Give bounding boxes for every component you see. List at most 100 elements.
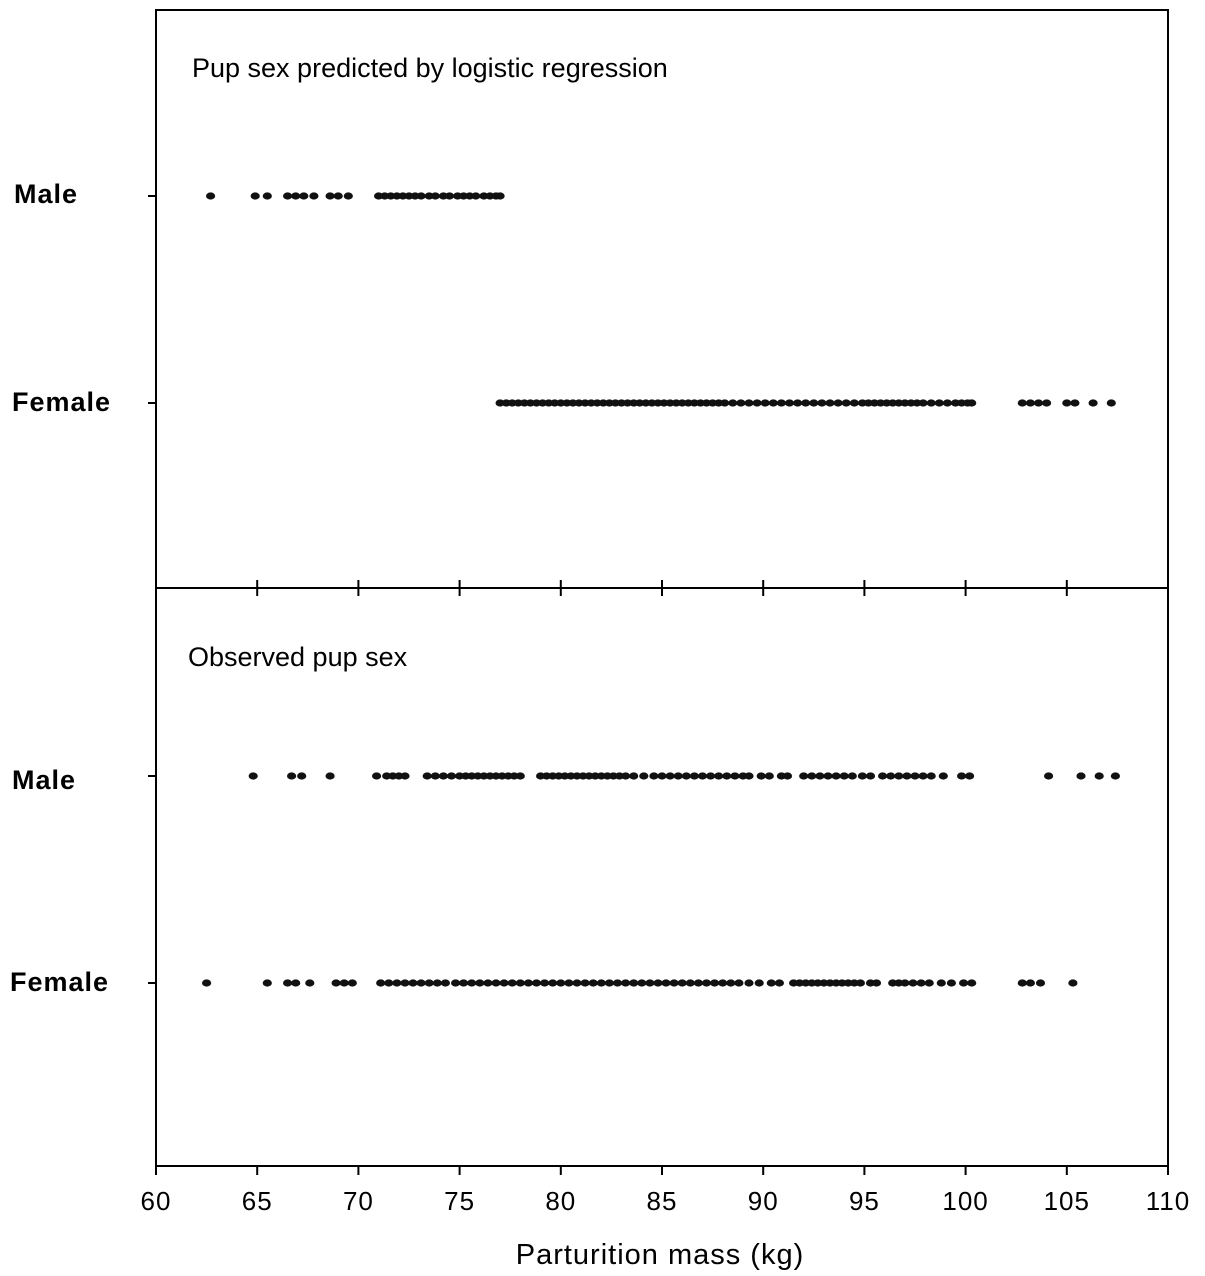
x-tick-label-100: 100 (942, 1186, 988, 1216)
point-panel2-male-76 (965, 772, 975, 780)
point-panel2-female-33 (580, 979, 590, 987)
point-panel2-male-49 (714, 772, 724, 780)
point-panel2-male-44 (673, 772, 683, 780)
point-panel1-male-6 (309, 192, 319, 200)
point-panel2-male-1 (287, 772, 297, 780)
point-panel2-male-65 (857, 772, 868, 780)
point-panel2-male-60 (815, 772, 825, 780)
point-panel2-male-58 (799, 772, 809, 780)
point-panel2-male-71 (910, 772, 920, 780)
point-panel1-female-67 (942, 399, 953, 407)
point-panel2-female-2 (283, 979, 293, 987)
point-panel1-female-52 (841, 399, 851, 407)
x-tick-label-80: 80 (545, 1186, 576, 1216)
point-panel2-female-18 (459, 979, 469, 987)
point-panel1-male-29 (495, 192, 505, 200)
point-panel2-female-11 (400, 979, 410, 987)
point-panel2-male-41 (649, 772, 659, 780)
point-panel2-female-48 (701, 979, 712, 987)
point-panel2-male-47 (697, 772, 708, 780)
point-panel2-male-0 (248, 772, 258, 780)
bottom-male-label: Male (12, 765, 76, 795)
point-panel1-female-76 (1062, 399, 1072, 407)
point-panel2-male-9 (422, 772, 432, 780)
point-panel2-female-34 (588, 979, 598, 987)
point-panel1-female-37 (720, 399, 730, 407)
point-panel1-female-42 (760, 399, 770, 407)
x-tick-label-90: 90 (748, 1186, 779, 1216)
point-panel1-female-73 (1025, 399, 1035, 407)
point-panel2-female-31 (564, 979, 574, 987)
point-panel2-female-37 (612, 979, 623, 987)
point-panel2-female-41 (645, 979, 655, 987)
point-panel2-female-45 (677, 979, 687, 987)
point-panel2-male-74 (938, 772, 948, 780)
point-panel2-female-77 (936, 979, 946, 987)
point-panel2-male-10 (430, 772, 440, 780)
point-panel2-female-21 (483, 979, 493, 987)
point-panel2-male-2 (297, 772, 307, 780)
top-panel-title: Pup sex predicted by logistic regression (192, 53, 668, 83)
point-panel2-female-4 (305, 979, 315, 987)
point-panel2-male-68 (886, 772, 896, 780)
point-panel2-female-5 (331, 979, 341, 987)
point-panel1-male-7 (325, 192, 335, 200)
point-panel2-female-47 (693, 979, 704, 987)
point-panel1-male-0 (206, 192, 216, 200)
point-panel2-female-80 (967, 979, 977, 987)
point-panel2-female-9 (384, 979, 394, 987)
point-panel1-female-65 (926, 399, 936, 407)
point-panel2-male-23 (515, 772, 525, 780)
point-panel2-female-14 (424, 979, 434, 987)
bottom-female-label: Female (10, 967, 109, 997)
point-panel2-male-75 (957, 772, 967, 780)
point-panel2-female-24 (507, 979, 517, 987)
top-male-label: Male (14, 179, 78, 209)
point-panel1-female-79 (1106, 399, 1116, 407)
point-panel2-female-15 (432, 979, 442, 987)
point-panel2-female-46 (685, 979, 695, 987)
point-panel2-male-54 (756, 772, 766, 780)
point-panel2-male-42 (657, 772, 667, 780)
point-panel2-female-55 (766, 979, 776, 987)
point-panel1-female-46 (793, 399, 803, 407)
point-panel1-female-50 (825, 399, 835, 407)
point-panel2-female-35 (596, 979, 606, 987)
point-panel2-female-19 (467, 979, 477, 987)
point-panel2-female-82 (1025, 979, 1035, 987)
x-tick-label-85: 85 (647, 1186, 678, 1216)
point-panel1-female-43 (768, 399, 778, 407)
point-panel2-female-0 (202, 979, 212, 987)
point-panel2-female-54 (754, 979, 764, 987)
point-panel1-female-75 (1042, 399, 1052, 407)
point-panel2-female-68 (855, 979, 866, 987)
point-panel1-male-25 (471, 192, 481, 200)
point-panel2-female-50 (718, 979, 728, 987)
point-panel2-male-69 (894, 772, 904, 780)
point-panel2-male-78 (1076, 772, 1086, 780)
point-panel2-male-4 (372, 772, 382, 780)
point-panel2-female-56 (774, 979, 785, 987)
point-panel1-female-44 (776, 399, 787, 407)
x-tick-label-60: 60 (141, 1186, 172, 1216)
point-panel2-male-3 (325, 772, 335, 780)
point-panel2-male-39 (629, 772, 639, 780)
x-tick-label-110: 110 (1146, 1186, 1190, 1216)
point-panel1-male-8 (333, 192, 343, 200)
point-panel2-male-11 (438, 772, 448, 780)
point-panel2-female-78 (946, 979, 957, 987)
x-axis-tick-labels: 60 65 70 75 80 85 90 95 100 105 110 (141, 1186, 1190, 1216)
point-panel2-female-22 (491, 979, 501, 987)
point-panel2-female-13 (416, 979, 426, 987)
point-panel2-female-26 (523, 979, 534, 987)
point-panel2-male-50 (722, 772, 732, 780)
point-panel2-male-80 (1110, 772, 1120, 780)
point-panel1-female-45 (784, 399, 795, 407)
point-panel2-female-8 (376, 979, 386, 987)
point-panel2-male-40 (639, 772, 649, 780)
point-panel2-female-73 (900, 979, 910, 987)
point-panel2-female-32 (572, 979, 582, 987)
x-tick-label-95: 95 (849, 1186, 880, 1216)
point-panel2-female-49 (710, 979, 720, 987)
point-panel1-female-48 (809, 399, 819, 407)
